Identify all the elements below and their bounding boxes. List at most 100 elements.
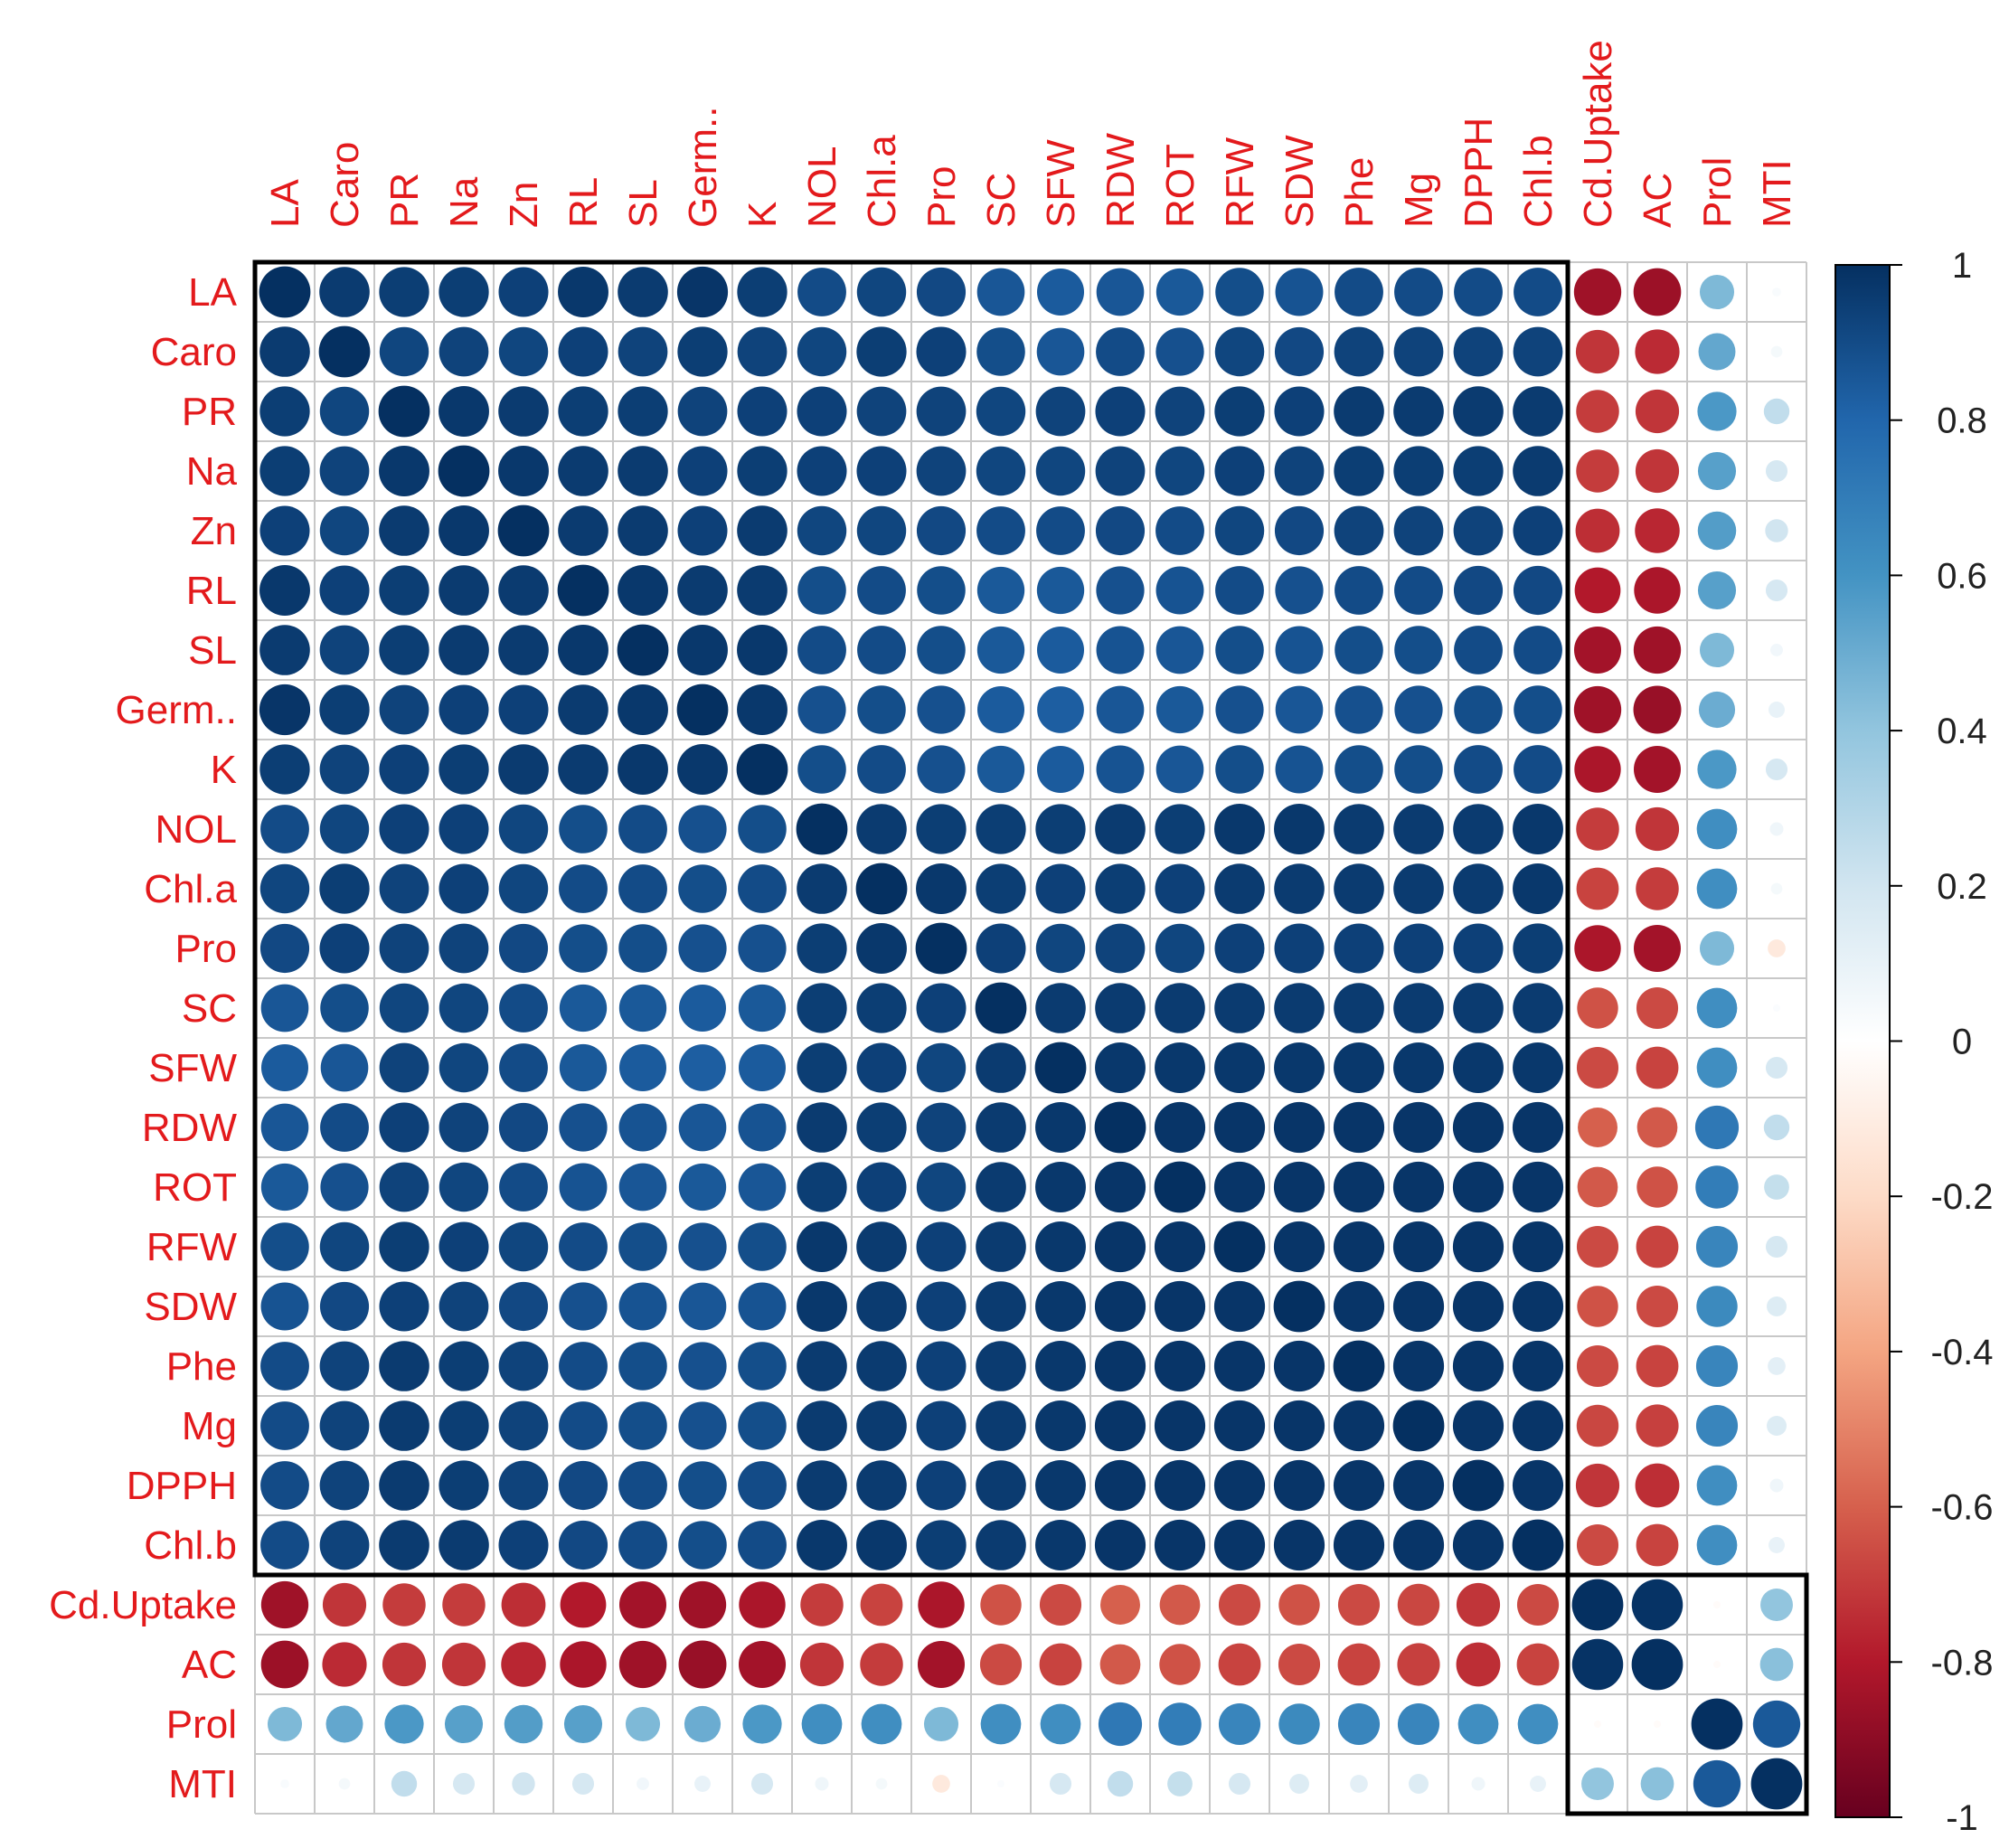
- corr-circle-Chl.a-NOL: [797, 863, 847, 914]
- corr-circle-Zn-SC: [976, 506, 1025, 555]
- corr-circle-Chl.b-Chl.a: [856, 1520, 907, 1570]
- corr-circle-K-RL: [558, 744, 608, 795]
- corr-circle-Phe-Prol: [1695, 1344, 1739, 1388]
- corr-circle-SC-ROT: [1155, 983, 1205, 1033]
- row-label: ROT: [153, 1165, 237, 1210]
- corr-circle-LA-SL: [618, 267, 668, 317]
- corr-circle-PR-Na: [439, 386, 489, 437]
- corr-circle-AC-LA: [260, 1640, 309, 1689]
- corr-circle-Zn-SDW: [1274, 505, 1325, 556]
- corr-circle-PR-SL: [618, 386, 668, 437]
- corr-circle-Zn-Germ..: [677, 505, 728, 556]
- corr-circle-RDW-Mg: [1392, 1101, 1445, 1154]
- corr-circle-Phe-RFW: [1213, 1340, 1266, 1392]
- corr-circle-RDW-Germ..: [678, 1103, 727, 1152]
- corr-circle-Cd.Uptake-PR: [382, 1583, 426, 1626]
- corr-circle-K-LA: [259, 744, 310, 795]
- corr-circle-DPPH-AC: [1635, 1463, 1680, 1508]
- corr-circle-Phe-SC: [976, 1341, 1026, 1391]
- corr-circle-Pro-Caro: [319, 923, 370, 974]
- corr-circle-Prol-SFW: [1040, 1703, 1081, 1745]
- corr-circle-ROT-RL: [559, 1163, 608, 1212]
- corr-circle-SC-SFW: [1035, 983, 1086, 1033]
- corr-circle-RFW-LA: [260, 1222, 309, 1271]
- corr-circle-Pro-Chl.a: [856, 923, 907, 974]
- corr-circle-RDW-SDW: [1273, 1101, 1325, 1154]
- row-label: Phe: [166, 1344, 237, 1389]
- corr-circle-Phe-Mg: [1392, 1340, 1445, 1392]
- row-label: SL: [188, 628, 237, 673]
- corr-circle-ROT-SC: [976, 1162, 1026, 1212]
- corr-circle-SFW-RL: [559, 1043, 608, 1092]
- corr-circle-Mg-SL: [618, 1401, 667, 1450]
- corr-circle-Cd.Uptake-RDW: [1100, 1585, 1140, 1625]
- corr-circle-Phe-Germ..: [678, 1342, 727, 1391]
- corr-circle-Germ..-Chl.b: [1514, 685, 1562, 734]
- corr-circle-Na-SL: [618, 446, 668, 496]
- corr-circle-Germ..-Na: [439, 684, 489, 735]
- corr-circle-Mg-Caro: [319, 1400, 370, 1451]
- corr-circle-PR-Phe: [1334, 386, 1384, 437]
- corr-circle-Caro-Prol: [1698, 333, 1736, 371]
- corr-circle-Cd.Uptake-ROT: [1159, 1584, 1201, 1626]
- column-label: Caro: [323, 142, 367, 228]
- corr-circle-SC-Prol: [1696, 987, 1738, 1029]
- column-label: K: [740, 202, 785, 228]
- corr-circle-Caro-MTI: [1770, 345, 1783, 358]
- corr-circle-AC-Chl.b: [1516, 1643, 1560, 1686]
- corr-circle-Chl.b-SDW: [1273, 1519, 1325, 1571]
- corr-circle-SDW-SDW: [1273, 1280, 1325, 1333]
- corr-circle-Zn-NOL: [797, 505, 847, 556]
- corr-circle-SFW-SFW: [1034, 1042, 1087, 1094]
- corr-circle-NOL-Germ..: [678, 805, 727, 853]
- corr-circle-Germ..-Cd.Uptake: [1573, 685, 1622, 734]
- corr-circle-Mg-RFW: [1213, 1400, 1266, 1452]
- corr-circle-Chl.a-Prol: [1696, 868, 1738, 910]
- corr-circle-DPPH-Phe: [1333, 1459, 1385, 1512]
- corr-circle-Prol-Na: [444, 1704, 484, 1744]
- corr-circle-SC-NOL: [797, 983, 847, 1033]
- corr-circle-Cd.Uptake-Prol: [1712, 1600, 1721, 1609]
- corr-circle-Pro-Pro: [915, 922, 967, 975]
- corr-circle-Caro-RDW: [1096, 327, 1145, 376]
- corr-circle-RFW-Germ..: [678, 1222, 727, 1271]
- corr-circle-SC-Phe: [1334, 983, 1384, 1033]
- corr-circle-PR-ROT: [1155, 386, 1205, 437]
- corr-circle-Pro-RDW: [1095, 923, 1146, 974]
- corr-circle-NOL-SC: [976, 804, 1026, 854]
- corr-circle-Chl.b-Phe: [1333, 1519, 1385, 1571]
- corr-circle-Cd.Uptake-LA: [260, 1580, 309, 1629]
- corr-circle-Cd.Uptake-Pro: [918, 1581, 965, 1628]
- corr-circle-Prol-SC: [980, 1703, 1022, 1745]
- corr-circle-ROT-Germ..: [678, 1163, 727, 1212]
- corr-circle-RFW-RFW: [1213, 1221, 1266, 1273]
- corr-circle-Germ..-AC: [1633, 685, 1682, 734]
- corr-circle-Pro-Germ..: [678, 924, 727, 973]
- corr-circle-Mg-PR: [379, 1400, 429, 1451]
- corr-circle-Pro-DPPH: [1453, 923, 1504, 974]
- column-label: AC: [1636, 173, 1680, 228]
- corr-circle-DPPH-PR: [379, 1460, 429, 1511]
- corr-circle-Chl.b-DPPH: [1452, 1519, 1504, 1571]
- row-label: Zn: [191, 509, 237, 553]
- corr-circle-NOL-RDW: [1095, 804, 1146, 854]
- corr-circle-ROT-K: [738, 1163, 787, 1212]
- corr-circle-Chl.b-Germ..: [678, 1521, 727, 1570]
- corr-circle-Phe-Caro: [319, 1341, 370, 1391]
- corr-circle-Chl.b-PR: [379, 1520, 429, 1570]
- corr-circle-SL-K: [737, 625, 788, 675]
- corr-circle-Phe-MTI: [1768, 1357, 1786, 1375]
- corr-circle-AC-Pro: [917, 1640, 966, 1689]
- corr-circle-LA-MTI: [1772, 288, 1781, 297]
- corr-circle-NOL-Prol: [1696, 808, 1738, 850]
- corr-circle-Cd.Uptake-SDW: [1278, 1584, 1320, 1626]
- corr-circle-ROT-RFW: [1213, 1161, 1266, 1213]
- corr-circle-Caro-PR: [379, 326, 429, 377]
- corr-circle-Chl.a-RL: [559, 864, 608, 913]
- column-label: ROT: [1158, 144, 1203, 228]
- corr-circle-Caro-Mg: [1393, 326, 1444, 377]
- corr-circle-Prol-K: [742, 1704, 782, 1744]
- corr-circle-PR-Caro: [319, 386, 370, 437]
- corr-circle-MTI-Germ..: [694, 1776, 711, 1792]
- corr-circle-Germ..-Phe: [1335, 685, 1383, 734]
